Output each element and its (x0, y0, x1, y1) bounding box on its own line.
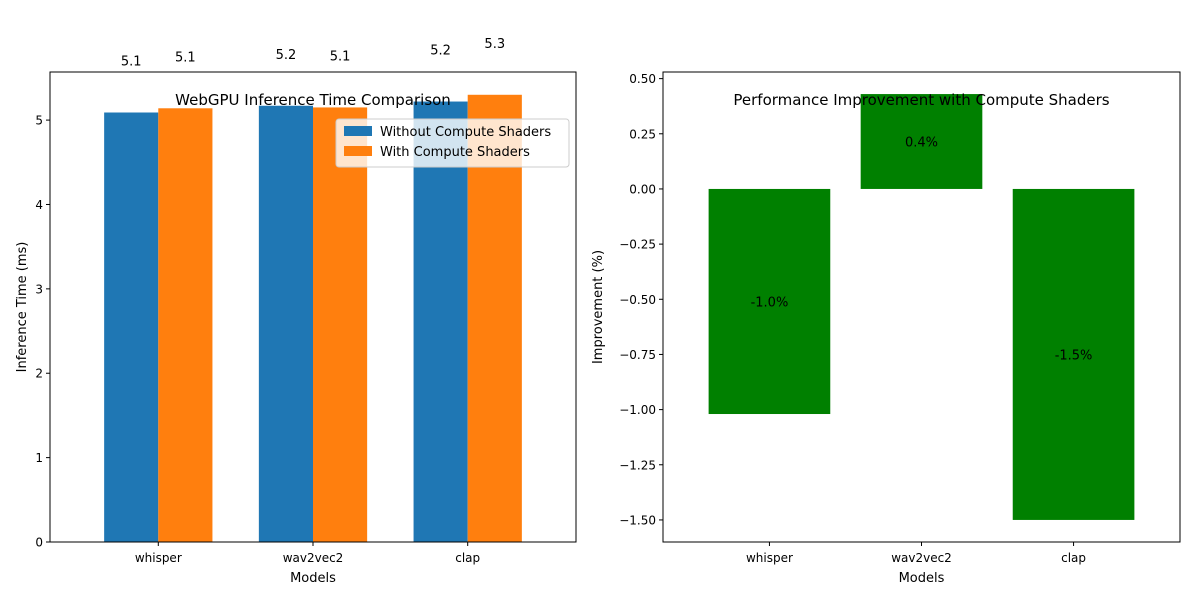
bar-wav2vec2 (860, 94, 983, 189)
y-tick-label: −0.75 (619, 348, 656, 362)
x-tick-label: clap (1061, 551, 1086, 565)
x-tick-label: whisper (746, 551, 793, 565)
data-label: 5.2 (430, 44, 451, 59)
y-tick-label: 0.00 (629, 182, 656, 196)
y-tick-label: 3 (35, 282, 43, 296)
y-tick-label: −0.50 (619, 293, 656, 307)
bar-without-compute-shaders-whisper (104, 112, 159, 543)
legend: Without Compute Shaders With Compute Shad… (335, 118, 570, 168)
bar-with-compute-shaders-whisper (158, 108, 213, 542)
data-label: -1.0% (751, 295, 789, 310)
y-tick-label: 1 (35, 451, 43, 465)
bar-whisper (708, 188, 831, 415)
data-label: 5.1 (175, 50, 196, 65)
x-tick-label: whisper (135, 551, 182, 565)
x-tick-label: wav2vec2 (891, 551, 952, 565)
y-tick-label: −0.25 (619, 238, 656, 252)
y-tick-label: 5 (35, 114, 43, 128)
y-tick-label: 2 (35, 367, 43, 381)
bar-without-compute-shaders-wav2vec2 (258, 105, 313, 542)
y-tick-label: −1.00 (619, 403, 656, 417)
chart-1: 5.1 5.2 5.2 5.1 5.1 5.3 0 1 2 3 4 5 whisper wav2vec2 c… (15, 37, 577, 586)
data-label: 5.1 (330, 49, 351, 64)
bar-with-compute-shaders-clap (467, 94, 522, 542)
chart-2: -1.0% 0.4% -1.5% 0.50 0.25 0.00 −0.25 −0.50 −0.7… (591, 71, 1181, 586)
y-tick-label: −1.25 (619, 458, 656, 472)
x-axis-label: Models (899, 571, 945, 586)
y-axis-label: Improvement (%) (591, 250, 606, 364)
y-tick-label: 4 (35, 198, 43, 212)
data-label: 5.1 (121, 55, 142, 70)
legend-swatch (344, 146, 372, 156)
legend-label: With Compute Shaders (380, 145, 530, 160)
data-label: 0.4% (905, 136, 938, 151)
data-label: 5.2 (276, 48, 297, 63)
x-tick-label: wav2vec2 (283, 551, 344, 565)
y-axis-label: Inference Time (ms) (15, 242, 30, 373)
legend-label: Without Compute Shaders (380, 125, 551, 140)
y-tick-label: 0.50 (629, 72, 656, 86)
bar-with-compute-shaders-wav2vec2 (313, 107, 368, 543)
data-label: 5.3 (484, 37, 505, 52)
y-tick-label: −1.50 (619, 513, 656, 527)
bar-clap (1012, 188, 1135, 520)
legend-swatch (344, 126, 372, 136)
bar-without-compute-shaders-clap (413, 101, 468, 543)
chart-title: Performance Improvement with Compute Sha… (733, 91, 1109, 109)
x-tick-label: clap (455, 551, 480, 565)
y-tick-label: 0 (35, 536, 43, 550)
x-axis-label: Models (290, 571, 336, 586)
chart-title: WebGPU Inference Time Comparison (175, 91, 451, 109)
data-label: -1.5% (1055, 348, 1093, 363)
y-tick-label: 0.25 (629, 127, 656, 141)
legend-box (335, 118, 570, 168)
